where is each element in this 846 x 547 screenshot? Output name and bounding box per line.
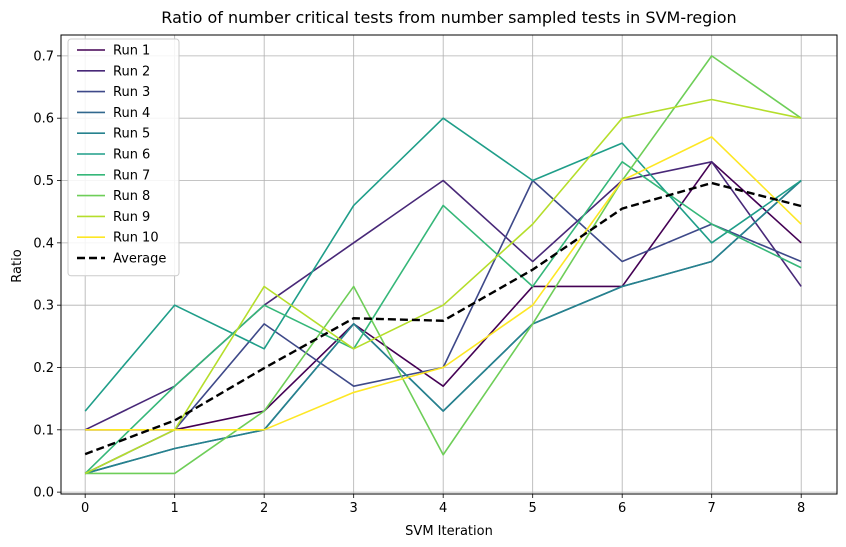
legend-label: Run 9 — [113, 210, 150, 225]
series-line-run-7 — [84, 161, 802, 475]
x-tick-label: 2 — [260, 501, 268, 516]
series-line-average — [84, 181, 802, 456]
x-tick-label: 7 — [708, 501, 716, 516]
series-line-run-9 — [84, 98, 802, 475]
legend-label: Run 2 — [113, 64, 150, 79]
x-tick-label: 8 — [797, 501, 805, 516]
y-tick-label: 0.7 — [33, 49, 54, 64]
plot-area-frame — [60, 34, 838, 495]
legend-label: Run 6 — [113, 148, 150, 163]
grid — [61, 35, 837, 494]
legend-label: Run 10 — [113, 231, 159, 246]
legend-label: Average — [113, 252, 166, 267]
x-tick-label: 5 — [529, 501, 537, 516]
y-tick-label: 0.1 — [33, 423, 54, 438]
x-tick-label: 1 — [171, 501, 179, 516]
x-tick-label: 4 — [439, 501, 447, 516]
series-line-run-5 — [84, 179, 802, 475]
y-axis-label: Ratio — [10, 249, 25, 282]
y-tick-label: 0.3 — [33, 299, 54, 314]
chart-title: Ratio of number critical tests from numb… — [161, 8, 736, 27]
legend-label: Run 3 — [113, 85, 150, 100]
legend-label: Run 5 — [113, 127, 150, 142]
y-tick-label: 0.5 — [33, 174, 54, 189]
y-tick-label: 0.4 — [33, 236, 54, 251]
x-tick-label: 0 — [81, 501, 89, 516]
x-axis-label: SVM Iteration — [405, 524, 493, 539]
series-line-run-6 — [84, 117, 802, 412]
x-tick-label: 6 — [618, 501, 626, 516]
legend-label: Run 7 — [113, 168, 150, 183]
legend-label: Run 1 — [113, 44, 150, 59]
legend-label: Run 8 — [113, 189, 150, 204]
y-tick-label: 0.2 — [33, 361, 54, 376]
series-line-run-10 — [85, 136, 802, 431]
y-tick-label: 0.0 — [33, 486, 54, 501]
x-axis-ticks: 0 1 2 3 4 5 6 7 8 — [81, 494, 805, 516]
legend-label: Run 4 — [113, 106, 150, 121]
series-layer — [84, 55, 802, 475]
legend: Run 1 Run 2 Run 3 Run 4 Run 5 Run 6 Run 7 Run 8… — [67, 38, 180, 277]
series-line-run-8 — [85, 55, 802, 475]
x-tick-label: 3 — [350, 501, 358, 516]
y-axis-ticks: 0.0 0.1 0.2 0.3 0.4 0.5 0.6 0.7 — [33, 49, 61, 501]
y-tick-label: 0.6 — [33, 112, 54, 127]
